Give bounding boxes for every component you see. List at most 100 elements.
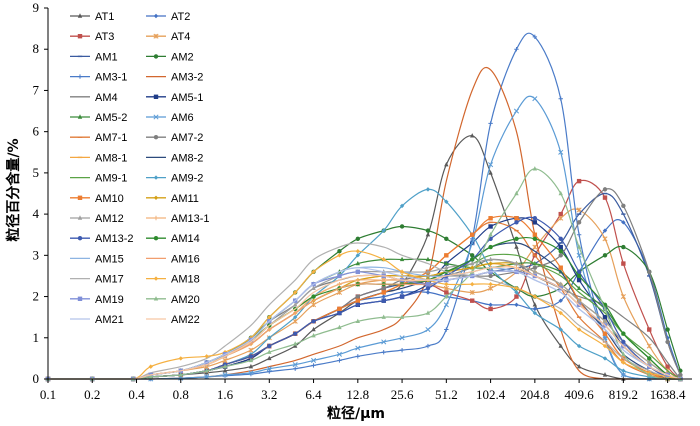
legend-label-am22: AM22 (171, 314, 200, 326)
legend: AT1 AT2 AT3 AT4 AM1 AM2 AM3-1 AM3-2 AM4 AM5-1 AM5-… (70, 11, 210, 326)
data-point-am3-1 (267, 369, 272, 374)
legend-label-at1: AT1 (95, 11, 114, 23)
series-line-am5-2 (47, 258, 681, 380)
data-point-at1 (222, 368, 228, 373)
legend-label-am13-2: AM13-2 (95, 233, 134, 245)
series-line-am19 (47, 270, 681, 380)
legend-marker-am10 (77, 195, 83, 200)
data-point-at2 (514, 302, 519, 307)
x-tick-labels: 0.1 0.2 0.4 0.8 1.6 3.2 6.4 12.8 25.6 51.2 102.4 20… (40, 387, 686, 402)
data-point-am3-1 (311, 363, 316, 368)
data-point-am7-2 (647, 269, 652, 275)
data-point-at4 (620, 294, 626, 300)
data-point-am7-2 (532, 265, 538, 270)
series-lines (45, 32, 683, 382)
data-point-am20 (248, 357, 254, 363)
legend-label-am5-1: AM5-1 (171, 92, 203, 104)
legend-marker-am6 (153, 114, 159, 120)
legend-label-am4: AM4 (95, 92, 118, 104)
data-point-at1 (470, 133, 475, 138)
legend-label-at2: AT2 (171, 11, 190, 23)
data-point-am6 (532, 96, 538, 102)
data-point-at4 (646, 343, 652, 349)
data-point-am10 (355, 298, 361, 303)
data-point-am12 (558, 281, 563, 286)
axes (44, 7, 692, 383)
data-point-am6 (620, 372, 626, 378)
legend-label-am12: AM12 (95, 213, 124, 225)
data-point-am14 (621, 331, 626, 336)
data-point-am10 (381, 290, 386, 295)
legend-label-am16: AM16 (171, 253, 200, 265)
data-point-am18 (514, 286, 519, 291)
data-point-at3 (558, 211, 563, 217)
legend-marker-am3-1 (77, 74, 83, 79)
x-tick-label: 0.1 (40, 387, 56, 402)
series-line-am21 (47, 267, 681, 380)
data-point-am9-2 (621, 368, 626, 373)
data-point-am10 (337, 306, 342, 312)
data-point-am2 (602, 253, 608, 258)
data-point-am7-2 (678, 372, 683, 378)
data-point-am9-2 (292, 314, 298, 320)
data-point-am12 (292, 302, 298, 307)
data-point-am20 (576, 244, 582, 249)
x-tick-label: 819.2 (609, 387, 638, 402)
data-point-am20 (425, 310, 431, 315)
data-point-at3 (647, 327, 652, 332)
data-point-am12 (602, 318, 608, 323)
data-point-am9-2 (425, 187, 431, 192)
data-point-at1 (602, 372, 608, 377)
data-point-am7-2 (576, 220, 582, 225)
data-point-am10 (488, 216, 493, 221)
legend-marker-am20 (153, 296, 159, 301)
data-point-at4 (558, 215, 564, 221)
data-point-am18 (488, 281, 493, 287)
data-point-at1 (311, 326, 316, 332)
data-point-am19 (425, 281, 431, 287)
legend-marker-am12 (77, 215, 83, 220)
data-point-am9-2 (514, 290, 519, 295)
data-point-am3-1 (514, 47, 519, 52)
legend-marker-am7-2 (153, 135, 159, 140)
legend-label-am7-2: AM7-2 (171, 132, 203, 144)
legend-label-am3-2: AM3-2 (171, 72, 203, 84)
data-point-am7-2 (558, 253, 563, 258)
data-point-am19 (355, 269, 361, 275)
y-axis-title: 粒径百分含量/% (5, 138, 22, 241)
data-point-at4 (532, 244, 538, 250)
data-point-am2 (355, 236, 361, 242)
data-point-am10 (444, 253, 449, 258)
data-point-am6 (355, 345, 361, 351)
data-point-am20 (355, 318, 361, 323)
data-point-at4 (292, 318, 298, 324)
legend-label-am5-2: AM5-2 (95, 112, 127, 124)
legend-marker-am2 (153, 54, 159, 59)
data-point-am6 (399, 335, 405, 341)
legend-label-at4: AT4 (171, 31, 190, 43)
data-point-am6 (488, 162, 494, 168)
y-tick-label: 5 (33, 165, 40, 180)
data-point-am12 (470, 260, 475, 266)
data-point-at4 (602, 236, 608, 242)
data-point-am3-1 (292, 366, 298, 371)
data-point-am18 (337, 253, 342, 258)
legend-label-am18: AM18 (171, 274, 200, 286)
data-point-at3 (514, 294, 519, 299)
data-point-at1 (514, 244, 519, 249)
data-point-at1 (576, 363, 582, 369)
legend-label-am7-1: AM7-1 (95, 132, 127, 144)
data-point-am14 (470, 257, 475, 262)
data-point-am13-2 (399, 294, 405, 299)
data-point-am20 (222, 363, 228, 369)
data-point-am13-2 (576, 269, 582, 275)
x-tick-label: 1638.4 (650, 387, 686, 402)
legend-label-am17: AM17 (95, 274, 124, 286)
data-point-at1 (444, 161, 449, 167)
data-point-am2 (399, 224, 405, 229)
x-tick-label: 0.8 (173, 387, 189, 402)
data-point-am20 (381, 314, 386, 319)
data-point-am9-2 (532, 310, 538, 316)
data-point-at1 (425, 232, 431, 237)
data-point-am20 (204, 368, 209, 373)
